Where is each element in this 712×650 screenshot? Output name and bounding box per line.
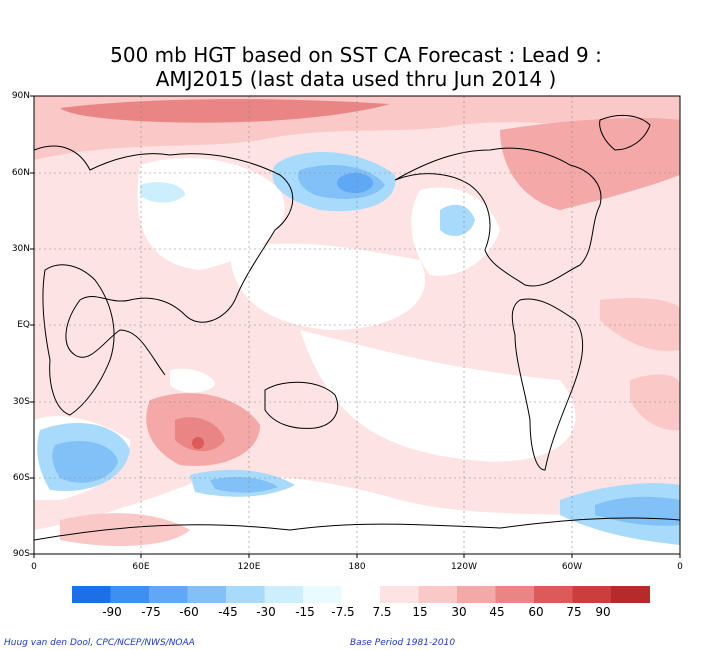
lon-label-60w: 60W (561, 562, 583, 572)
colorbar-swatch (418, 586, 458, 603)
colorbar-swatch (341, 586, 381, 603)
colorbar-swatch (110, 586, 150, 603)
colorbar-swatch (380, 586, 419, 603)
lon-label-60e: 60E (132, 562, 150, 572)
colorbar-swatch (495, 586, 535, 603)
colorbar-label: -45 (218, 605, 238, 619)
credit-base-period: Base Period 1981-2010 (350, 638, 456, 648)
colorbar-label: 90 (595, 605, 611, 619)
lat-label-90n: 90N (11, 91, 30, 101)
colorbar-label: 45 (489, 605, 505, 619)
graticule (34, 96, 680, 554)
lon-label-180: 180 (348, 562, 366, 572)
colorbar-label: 60 (528, 605, 544, 619)
map-plot-area (34, 96, 680, 554)
colorbar-swatch (187, 586, 227, 603)
colorbar (72, 586, 650, 603)
colorbar-label: 75 (566, 605, 582, 619)
colorbar-swatch (572, 586, 612, 603)
lon-label-0-left: 0 (31, 562, 37, 572)
lon-label-0-right: 0 (677, 562, 683, 572)
colorbar-swatch (226, 586, 265, 603)
colorbar-swatch (611, 586, 650, 603)
map-title-line2: AMJ2015 (last data used thru Jun 2014 ) (155, 67, 557, 91)
colorbar-swatch (303, 586, 342, 603)
colorbar-label: -15 (295, 605, 315, 619)
lat-label-90s: 90S (12, 549, 30, 559)
colorbar-label: 7.5 (372, 605, 392, 619)
colorbar-swatch (72, 586, 111, 603)
colorbar-label: 15 (412, 605, 428, 619)
colorbar-label: -75 (141, 605, 161, 619)
colorbar-swatch (149, 586, 188, 603)
credit-author: Huug van den Dool, CPC/NCEP/NWS/NOAA (4, 638, 195, 648)
lon-label-120e: 120E (237, 562, 261, 572)
colorbar-swatch (457, 586, 496, 603)
colorbar-label: -90 (102, 605, 122, 619)
lon-label-120w: 120W (450, 562, 478, 572)
colorbar-label: 30 (451, 605, 467, 619)
colorbar-label: -30 (256, 605, 276, 619)
colorbar-label: -7.5 (331, 605, 355, 619)
colorbar-label: -60 (179, 605, 199, 619)
coastlines (34, 114, 680, 541)
colorbar-swatch (264, 586, 304, 603)
lat-label-60s: 60S (12, 473, 30, 483)
colorbar-swatch (534, 586, 573, 603)
map-title-line1: 500 mb HGT based on SST CA Forecast : Le… (110, 43, 602, 67)
axis-ticks (30, 95, 681, 558)
lat-label-eq: EQ (17, 320, 30, 330)
lat-label-60n: 60N (11, 168, 30, 178)
lat-label-30s: 30S (12, 397, 30, 407)
lat-label-30n: 30N (11, 244, 30, 254)
